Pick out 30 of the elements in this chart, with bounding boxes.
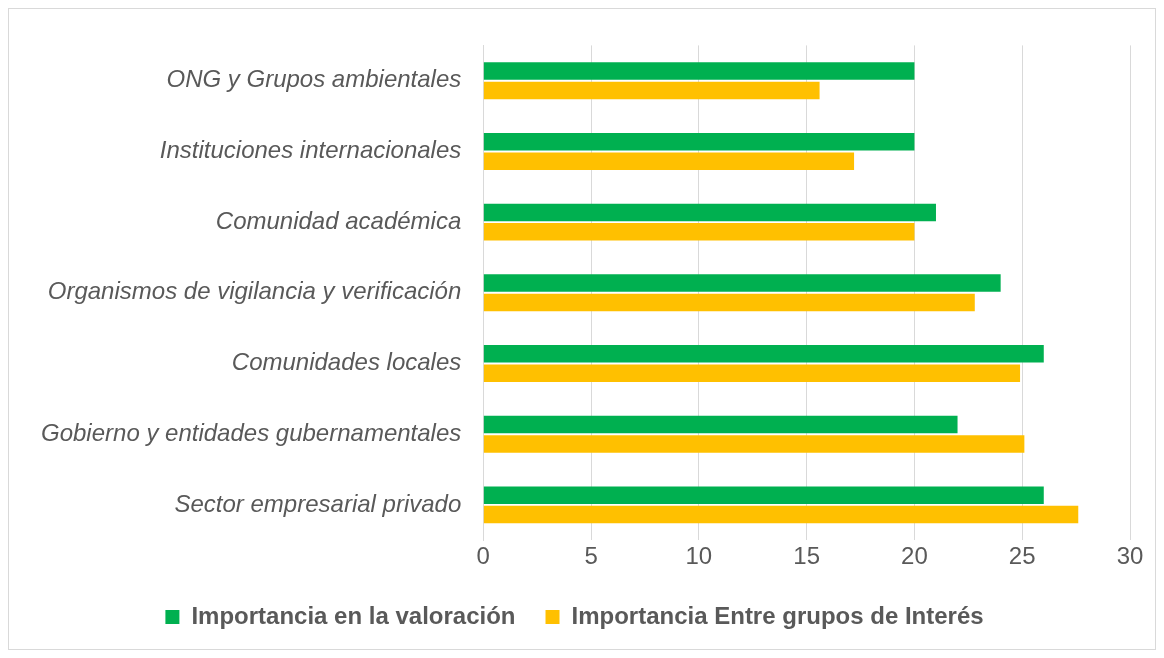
y-tick-label: Comunidad académica <box>215 206 462 234</box>
bar <box>483 223 915 241</box>
x-tick-label: 25 <box>1008 542 1036 570</box>
bar <box>483 364 1021 382</box>
x-tick-label: 15 <box>793 542 820 570</box>
bar <box>483 435 1025 453</box>
x-tick-label: 30 <box>1116 542 1144 570</box>
bar <box>483 274 1001 292</box>
bar <box>483 132 915 151</box>
x-tick-label: 0 <box>476 542 490 570</box>
bar <box>483 152 855 170</box>
y-tick-label: Sector empresarial privado <box>174 489 462 517</box>
y-tick-label: Instituciones internacionales <box>159 136 462 164</box>
x-tick-label: 10 <box>685 542 713 570</box>
legend-label: Importancia en la valoración <box>191 601 516 629</box>
bar <box>483 505 1079 524</box>
bar <box>483 62 915 80</box>
x-tick-label: 20 <box>901 542 928 570</box>
legend-label: Importancia Entre grupos de Interés <box>571 601 984 629</box>
bar <box>483 486 1044 504</box>
bar <box>483 203 936 222</box>
y-tick-label: Gobierno y entidades gubernamentales <box>41 418 462 446</box>
x-tick-label: 5 <box>584 542 598 570</box>
y-tick-label: Organismos de vigilancia y verificación <box>47 277 462 305</box>
y-tick-label: Comunidades locales <box>231 348 462 376</box>
bar <box>483 345 1044 363</box>
y-tick-label: ONG y Grupos ambientales <box>166 65 462 93</box>
bar <box>483 293 975 312</box>
bar <box>483 415 958 434</box>
bar <box>483 81 820 100</box>
